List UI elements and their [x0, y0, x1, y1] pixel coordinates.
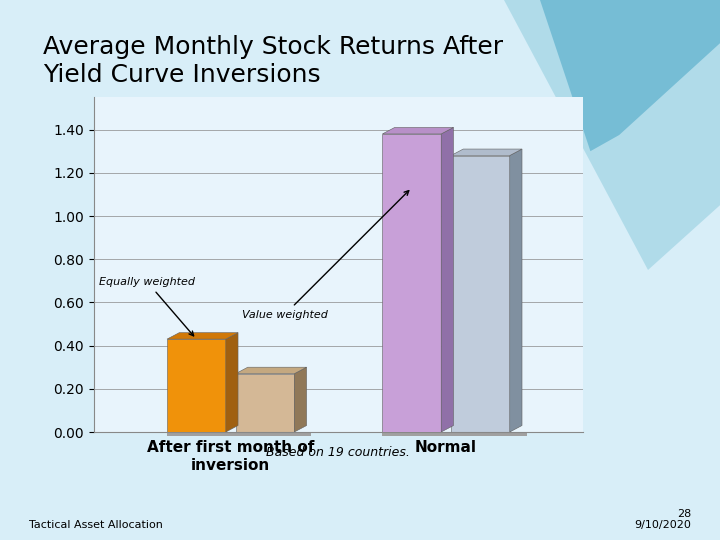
Bar — [167, 432, 312, 436]
Bar — [167, 339, 226, 432]
Polygon shape — [235, 367, 307, 374]
Text: 28
9/10/2020: 28 9/10/2020 — [634, 509, 691, 530]
Bar — [382, 432, 527, 436]
Polygon shape — [510, 149, 522, 432]
Polygon shape — [167, 333, 238, 339]
Bar — [235, 374, 294, 432]
Text: Tactical Asset Allocation: Tactical Asset Allocation — [29, 520, 163, 530]
Bar — [382, 134, 441, 432]
Polygon shape — [451, 149, 522, 156]
Text: Value weighted: Value weighted — [242, 191, 409, 320]
Polygon shape — [441, 127, 454, 432]
Text: Average Monthly Stock Returns After
Yield Curve Inversions: Average Monthly Stock Returns After Yiel… — [43, 35, 503, 87]
Text: Equally weighted: Equally weighted — [99, 277, 195, 336]
Polygon shape — [294, 367, 307, 432]
Polygon shape — [382, 127, 454, 134]
Text: Based on 19 countries.: Based on 19 countries. — [266, 446, 410, 460]
Polygon shape — [226, 333, 238, 432]
Bar — [451, 156, 510, 432]
